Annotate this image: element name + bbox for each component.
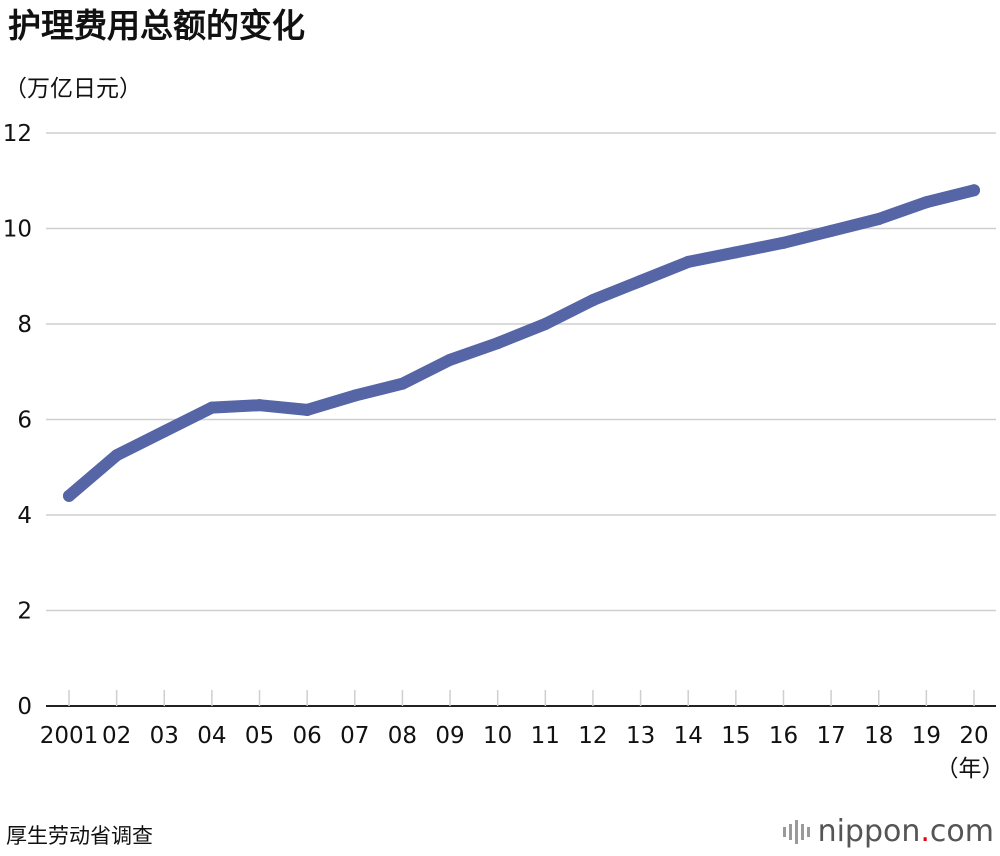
y-tick-label-10: 10 — [3, 217, 32, 243]
x-tick-label-07: 07 — [340, 723, 369, 749]
y-tick-label-4: 4 — [17, 503, 32, 529]
data-point-16 — [777, 236, 790, 249]
data-point-2001 — [63, 489, 75, 502]
y-tick-label-6: 6 — [17, 408, 32, 434]
logo-text: nippon.com — [818, 808, 994, 856]
data-point-08 — [396, 377, 409, 390]
data-point-02 — [110, 449, 123, 462]
x-tick-label-17: 17 — [816, 723, 845, 749]
x-tick-label-18: 18 — [864, 723, 893, 749]
data-point-17 — [825, 224, 838, 237]
logo-brand-dot: . — [920, 814, 930, 849]
x-tick-label-20: 20 — [959, 723, 988, 749]
x-tick-label-15: 15 — [721, 723, 750, 749]
data-point-05 — [253, 399, 266, 412]
data-point-20 — [968, 184, 980, 197]
data-point-14 — [682, 255, 695, 268]
data-point-07 — [348, 389, 361, 402]
x-axis-unit-label: （年） — [936, 756, 1000, 782]
x-tick-label-16: 16 — [769, 723, 798, 749]
x-tick-label-04: 04 — [197, 723, 226, 749]
data-point-09 — [444, 353, 457, 366]
logo-brand-name: nippon — [817, 814, 921, 849]
x-tick-label-14: 14 — [674, 723, 703, 749]
logo-brand-tld: com — [929, 814, 994, 849]
data-point-04 — [205, 401, 218, 414]
y-tick-label-8: 8 — [17, 312, 32, 338]
data-point-03 — [158, 425, 171, 438]
x-tick-label-02: 02 — [102, 723, 131, 749]
x-tick-label-03: 03 — [150, 723, 179, 749]
series-line-0 — [63, 184, 980, 502]
x-tick-label-13: 13 — [626, 723, 655, 749]
x-tick-label-05: 05 — [245, 723, 274, 749]
grid-lines — [46, 132, 996, 707]
x-tick-label-06: 06 — [293, 723, 322, 749]
data-point-19 — [920, 196, 933, 209]
y-tick-label-12: 12 — [3, 121, 32, 147]
data-point-12 — [586, 294, 599, 307]
x-tick-label-10: 10 — [483, 723, 512, 749]
x-tick-label-19: 19 — [912, 723, 941, 749]
chart-title: 护理费用总额的变化 — [8, 6, 305, 45]
x-axis-tick-labels: 2001 02 03 04 05 06 07 08 09 10 11 12 13 14 15 16 17 18 19… — [40, 723, 989, 749]
data-point-13 — [634, 275, 647, 288]
y-axis-unit-label: （万亿日元） — [4, 76, 142, 102]
data-point-11 — [539, 318, 552, 330]
y-tick-label-2: 2 — [17, 599, 32, 625]
y-tick-label-0: 0 — [17, 694, 32, 720]
x-tick-label-08: 08 — [388, 723, 417, 749]
x-tick-label-12: 12 — [578, 723, 607, 749]
x-tick-label-11: 11 — [531, 723, 560, 749]
logo-bars-icon — [782, 820, 810, 844]
data-point-18 — [872, 212, 885, 225]
x-axis-ticks — [68, 690, 975, 706]
source-note: 厚生劳动省调查 — [6, 824, 153, 848]
data-point-10 — [491, 337, 504, 350]
nippon-com-logo: nippon.com — [782, 808, 994, 856]
data-point-06 — [301, 403, 314, 416]
series-lines — [63, 184, 980, 502]
y-axis-tick-labels: 0 2 4 6 8 10 12 — [3, 121, 32, 720]
data-point-15 — [729, 246, 742, 259]
x-tick-label-09: 09 — [435, 723, 464, 749]
x-tick-label-2001: 2001 — [40, 723, 99, 749]
